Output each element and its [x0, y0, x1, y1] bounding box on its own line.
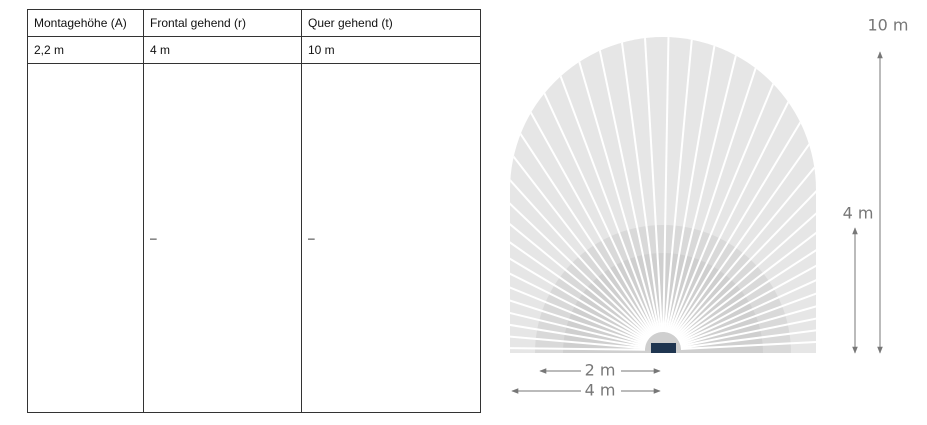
label: 4 m — [585, 381, 616, 400]
ray — [510, 197, 647, 345]
ray — [673, 41, 816, 337]
ray — [662, 37, 671, 333]
cell: 2,2 m — [27, 36, 144, 64]
cell — [27, 63, 144, 413]
ray — [674, 61, 816, 338]
row: – – — [27, 63, 481, 413]
header-cell: Montagehöhe (A) — [27, 9, 144, 37]
label-bg — [581, 382, 621, 400]
ray — [510, 254, 646, 347]
ray — [510, 284, 646, 349]
ray — [678, 156, 816, 343]
ray — [510, 170, 648, 343]
ray — [510, 95, 650, 340]
ray — [666, 37, 761, 333]
ray — [680, 268, 816, 348]
sensor — [651, 343, 676, 353]
ray — [665, 37, 731, 333]
ray — [510, 37, 654, 336]
row: 2,2 m 4 m 10 m — [27, 36, 481, 64]
ray — [677, 130, 816, 342]
label-bg — [581, 362, 621, 380]
ray — [510, 37, 653, 337]
ray — [510, 314, 646, 350]
ray — [678, 183, 816, 344]
ray — [550, 37, 659, 333]
ray — [510, 52, 652, 338]
header-cell: Frontal gehend (r) — [143, 9, 302, 37]
ray — [510, 144, 649, 342]
cell: – — [301, 63, 481, 413]
ray — [510, 226, 647, 346]
zone — [510, 37, 816, 353]
ray — [510, 344, 646, 351]
label: 4 m — [843, 204, 874, 223]
ray — [667, 37, 789, 334]
ray — [663, 37, 701, 333]
ray — [680, 298, 816, 349]
ray — [675, 83, 816, 339]
label: 10 m — [867, 16, 908, 35]
ray — [609, 37, 662, 333]
ray — [510, 72, 651, 339]
range-table: Montagehöhe (A) Frontal gehend (r) Quer … — [27, 9, 481, 413]
ray — [521, 37, 658, 334]
header-row: Montagehöhe (A) Frontal gehend (r) Quer … — [27, 9, 481, 37]
ray — [680, 328, 816, 351]
ray — [510, 37, 656, 335]
ray — [676, 106, 816, 340]
ray — [579, 37, 661, 333]
ray — [679, 210, 816, 345]
ray — [672, 37, 816, 336]
ray — [638, 37, 663, 333]
cell: 10 m — [301, 36, 481, 64]
label: 2 m — [585, 361, 616, 380]
rays — [510, 37, 816, 351]
ray — [510, 119, 649, 341]
ray — [680, 239, 816, 347]
ray — [671, 37, 816, 336]
label-bg — [838, 203, 878, 223]
